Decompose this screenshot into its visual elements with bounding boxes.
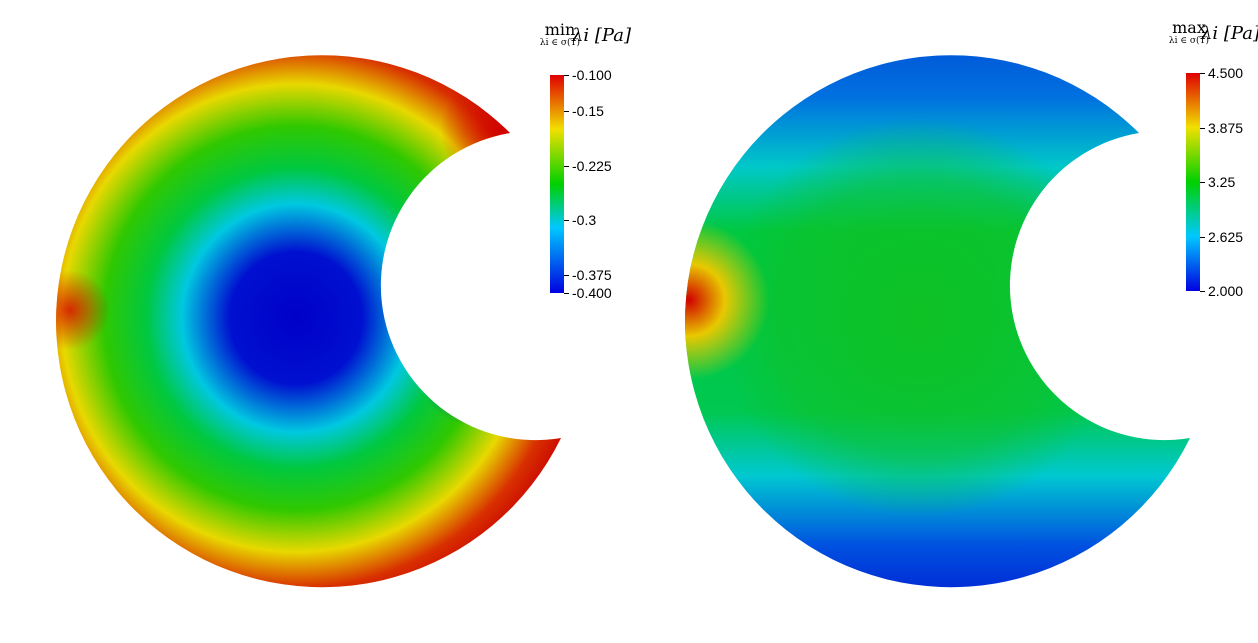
colorbar-tick-label: 2.000 <box>1208 283 1244 299</box>
max-eigenvalue-panel: max λi ∈ σ(T) λi [Pa] 4.500 3.875 3.25 2.62… <box>629 0 1258 643</box>
max-colorbar-gradient <box>1186 73 1200 291</box>
min-eigenvalue-panel: min λi ∈ σ(T) λi [Pa] -0.100 -0.15 -0.225 -… <box>56 22 631 588</box>
max-colorbar-title: max λi ∈ σ(T) λi [Pa] <box>1149 20 1258 47</box>
colorbar-tick-label: -0.3 <box>572 212 597 228</box>
min-colorbar-title: min λi ∈ σ(T) λi [Pa] <box>520 22 631 49</box>
colorbar-tick <box>564 220 569 221</box>
colorbar-title-operator: min <box>544 20 576 39</box>
colorbar-tick <box>1200 237 1205 238</box>
colorbar-tick <box>1200 291 1205 292</box>
max-eigenvalue-field <box>685 55 1191 588</box>
colorbar-tick <box>564 293 569 294</box>
min-eigenvalue-field <box>56 55 562 588</box>
colorbar-title-operator: max <box>1172 18 1206 37</box>
colorbar-tick <box>564 111 569 112</box>
colorbar-tick <box>1200 73 1205 74</box>
colorbar-title-symbol: λi [Pa] <box>1201 23 1258 44</box>
colorbar-tick-label: -0.400 <box>572 285 612 301</box>
colorbar-title-symbol: λi [Pa] <box>572 25 631 46</box>
colorbar-title-subscript: λi ∈ σ(T) <box>1168 36 1210 46</box>
colorbar-title-subscript: λi ∈ σ(T) <box>539 38 581 48</box>
colorbar-tick-label: -0.375 <box>572 267 612 283</box>
colorbar-tick-label: -0.100 <box>572 67 612 83</box>
colorbar-tick-label: 4.500 <box>1208 65 1244 81</box>
colorbar-tick <box>564 275 569 276</box>
colorbar-tick <box>1200 128 1205 129</box>
colorbar-tick <box>1200 182 1205 183</box>
colorbar-tick <box>564 75 569 76</box>
colorbar-tick-label: 3.875 <box>1208 120 1244 136</box>
colorbar-tick-label: -0.15 <box>572 103 604 119</box>
colorbar-tick-label: -0.225 <box>572 158 612 174</box>
colorbar-tick <box>564 166 569 167</box>
colorbar-tick-label: 3.25 <box>1208 174 1236 190</box>
colorbar-tick-label: 2.625 <box>1208 229 1244 245</box>
min-colorbar-gradient <box>550 75 564 293</box>
